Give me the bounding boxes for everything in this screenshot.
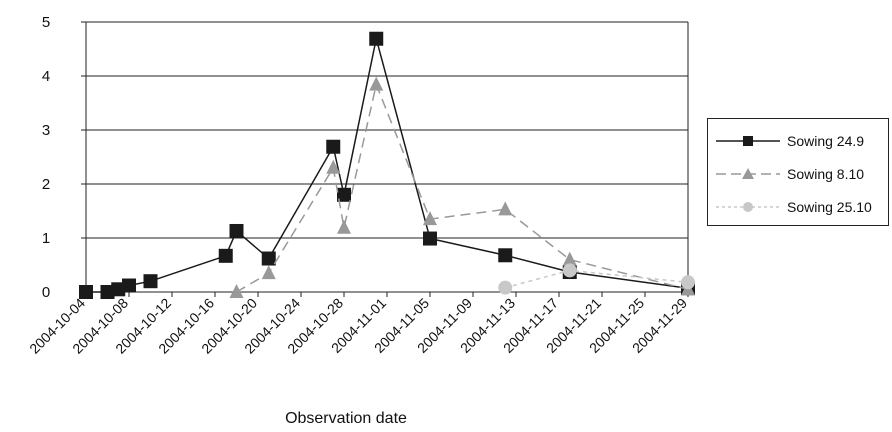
legend-symbol-square xyxy=(716,136,780,146)
y-tick-label: 4 xyxy=(42,68,50,85)
y-tick-label: 3 xyxy=(42,122,50,139)
data-point-square xyxy=(79,285,93,299)
data-point-triangle xyxy=(261,265,276,280)
grid-lines xyxy=(86,21,688,239)
legend-symbol-triangle xyxy=(716,168,780,179)
y-tick-label: 0 xyxy=(42,284,50,301)
data-point-triangle xyxy=(369,76,384,91)
data-point-triangle xyxy=(562,251,577,266)
x-axis-label: Observation date xyxy=(285,410,407,427)
data-point-square xyxy=(122,278,136,293)
data-point-triangle xyxy=(498,201,513,216)
x-axis-ticks: 2004-10-042004-10-082004-10-122004-10-16… xyxy=(26,292,690,357)
y-axis-ticks: 0 1 2 3 4 5 xyxy=(42,14,86,301)
line-chart: 0 1 2 3 4 5 2004-10-042004-10-082004-10-12200… xyxy=(26,14,695,427)
legend-label: Sowing 24.9 xyxy=(787,133,865,149)
series-1 xyxy=(79,31,695,299)
data-point-square xyxy=(423,231,437,246)
data-point-square xyxy=(218,248,233,263)
legend-item-sowing-8-10: Sowing 8.10 xyxy=(708,164,888,184)
y-tick-label: 1 xyxy=(42,230,50,247)
data-point-square xyxy=(326,139,341,154)
legend: Sowing 24.9 Sowing 8.10 Sowing 25.10 xyxy=(707,118,889,226)
series-line xyxy=(236,82,689,293)
data-point-square xyxy=(100,285,115,299)
data-point-square xyxy=(229,223,244,238)
series-3 xyxy=(498,263,695,295)
y-tick-label: 2 xyxy=(42,176,50,193)
data-point-square xyxy=(337,187,351,202)
data-point-circle xyxy=(681,275,695,290)
legend-label: Sowing 25.10 xyxy=(787,199,872,215)
legend-symbol-circle xyxy=(716,202,780,212)
legend-item-sowing-25-10: Sowing 25.10 xyxy=(708,197,888,217)
data-point-circle xyxy=(498,280,513,295)
data-point-triangle xyxy=(423,211,437,226)
data-point-square xyxy=(143,274,158,289)
axes xyxy=(85,22,689,293)
legend-label: Sowing 8.10 xyxy=(787,166,865,182)
data-point-circle xyxy=(562,263,577,278)
series-line xyxy=(86,38,689,293)
series-2 xyxy=(229,76,695,298)
data-point-square xyxy=(369,31,384,46)
data-point-square xyxy=(261,251,276,266)
legend-item-sowing-24-9: Sowing 24.9 xyxy=(708,131,888,151)
series-group xyxy=(79,31,695,299)
y-tick-label: 5 xyxy=(42,14,50,31)
data-point-square xyxy=(498,248,513,263)
data-point-triangle xyxy=(229,284,244,298)
data-point-triangle xyxy=(326,159,341,174)
data-point-triangle xyxy=(337,219,351,234)
data-point-square xyxy=(111,282,126,297)
